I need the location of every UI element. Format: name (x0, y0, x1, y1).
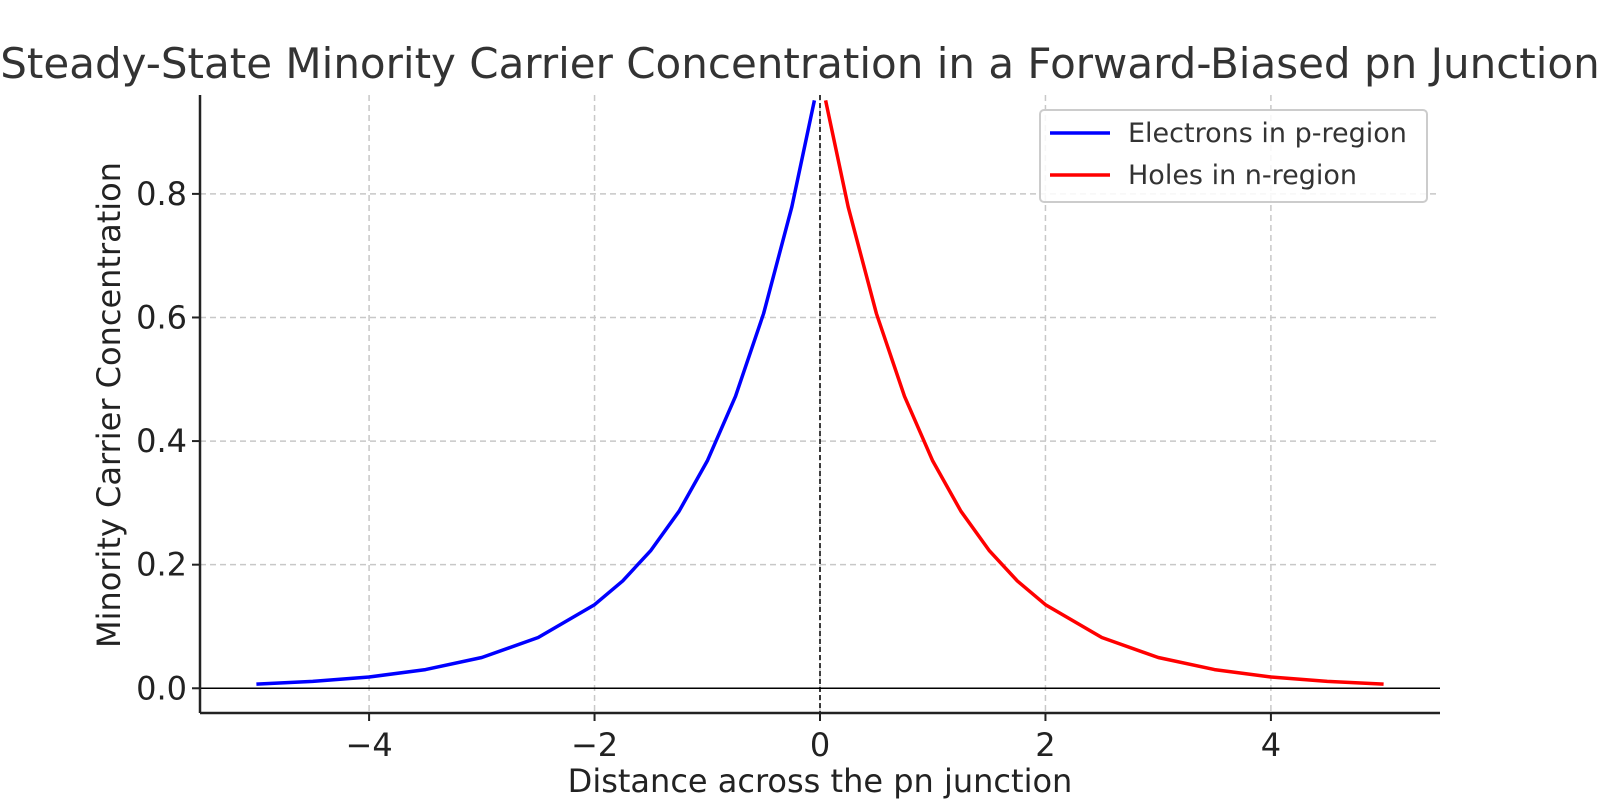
x-tick-label: 2 (1035, 726, 1055, 764)
legend: Electrons in p-region Holes in n-region (1039, 109, 1428, 203)
x-tick-label: −2 (571, 726, 618, 764)
y-tick-label: 0.2 (136, 546, 187, 584)
y-axis-label: Minority Carrier Concentration (90, 162, 128, 648)
chart-title: Steady-State Minority Carrier Concentrat… (0, 39, 1600, 88)
y-tick-label: 0.6 (136, 298, 187, 336)
legend-label: Holes in n-region (1128, 160, 1357, 191)
y-tick-label: 0.4 (136, 422, 187, 460)
x-tick-label: 4 (1261, 726, 1281, 764)
x-axis-label: Distance across the pn junction (568, 762, 1073, 800)
y-tick-label: 0.0 (136, 669, 187, 707)
series-line-electrons (256, 100, 817, 686)
y-tick-label: 0.8 (136, 175, 187, 213)
legend-box (1039, 109, 1428, 203)
series-line-holes (823, 100, 1384, 686)
legend-label: Electrons in p-region (1128, 118, 1407, 149)
x-tick-label: 0 (810, 726, 830, 764)
x-tick-label: −4 (346, 726, 393, 764)
